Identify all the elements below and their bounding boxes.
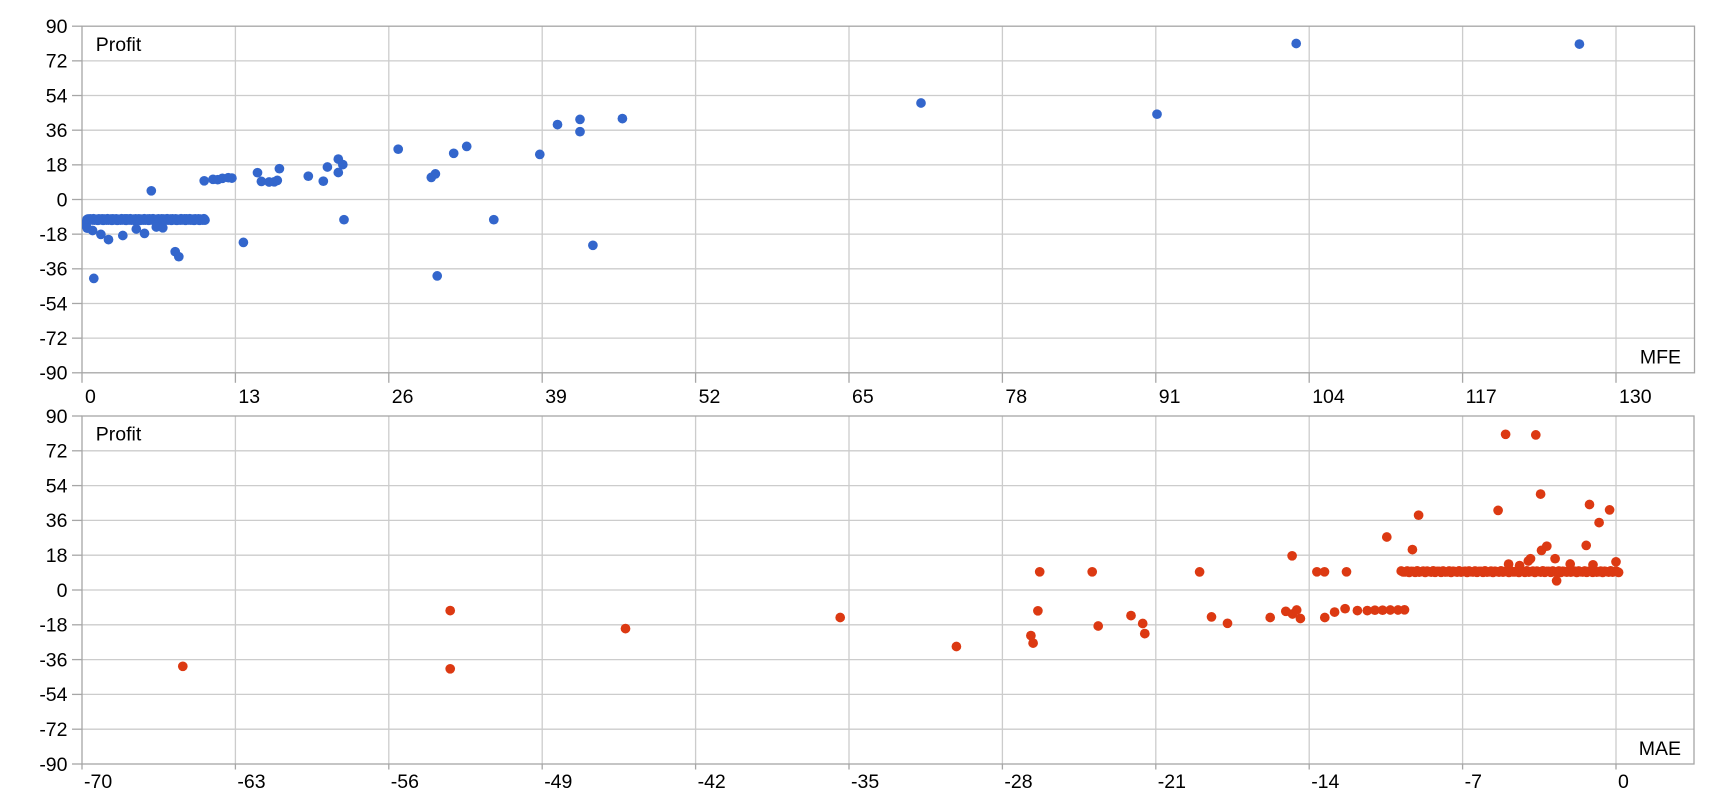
- svg-text:104: 104: [1312, 386, 1345, 408]
- svg-text:-21: -21: [1158, 771, 1186, 793]
- svg-text:-35: -35: [851, 771, 879, 793]
- svg-text:18: 18: [46, 155, 68, 177]
- svg-text:-28: -28: [1004, 771, 1032, 793]
- svg-text:-18: -18: [39, 224, 67, 246]
- svg-text:-56: -56: [391, 771, 419, 793]
- svg-text:26: 26: [392, 386, 414, 408]
- svg-text:-54: -54: [39, 684, 67, 706]
- svg-text:36: 36: [46, 510, 68, 532]
- svg-text:-14: -14: [1311, 771, 1339, 793]
- svg-text:0: 0: [57, 580, 68, 602]
- svg-text:90: 90: [46, 16, 68, 38]
- svg-text:-36: -36: [39, 259, 67, 281]
- svg-text:-90: -90: [39, 363, 67, 385]
- svg-text:MAE: MAE: [1639, 738, 1681, 760]
- svg-text:65: 65: [852, 386, 874, 408]
- svg-text:0: 0: [57, 189, 68, 211]
- svg-text:-7: -7: [1465, 771, 1482, 793]
- svg-text:91: 91: [1159, 386, 1181, 408]
- svg-text:-36: -36: [39, 649, 67, 671]
- svg-text:-72: -72: [39, 719, 67, 741]
- svg-text:18: 18: [46, 545, 68, 567]
- svg-text:-90: -90: [39, 754, 67, 776]
- svg-text:39: 39: [545, 386, 567, 408]
- svg-text:130: 130: [1619, 386, 1652, 408]
- svg-text:-49: -49: [544, 771, 572, 793]
- svg-text:54: 54: [46, 85, 68, 107]
- svg-text:117: 117: [1466, 386, 1497, 408]
- svg-text:90: 90: [46, 406, 68, 428]
- svg-text:52: 52: [699, 386, 721, 408]
- svg-text:MFE: MFE: [1640, 347, 1681, 369]
- svg-text:13: 13: [238, 386, 260, 408]
- svg-text:72: 72: [46, 51, 68, 73]
- svg-text:-54: -54: [39, 293, 67, 315]
- svg-text:72: 72: [46, 441, 68, 463]
- svg-text:36: 36: [46, 120, 68, 142]
- svg-text:-72: -72: [39, 328, 67, 350]
- svg-text:54: 54: [46, 475, 68, 497]
- svg-text:78: 78: [1005, 386, 1027, 408]
- svg-text:0: 0: [1618, 771, 1629, 793]
- svg-text:0: 0: [85, 386, 96, 408]
- svg-text:Profit: Profit: [96, 34, 142, 56]
- svg-text:Profit: Profit: [96, 424, 142, 446]
- svg-text:-42: -42: [698, 771, 726, 793]
- svg-text:-70: -70: [84, 771, 112, 793]
- svg-text:-18: -18: [39, 615, 67, 637]
- svg-text:-63: -63: [237, 771, 265, 793]
